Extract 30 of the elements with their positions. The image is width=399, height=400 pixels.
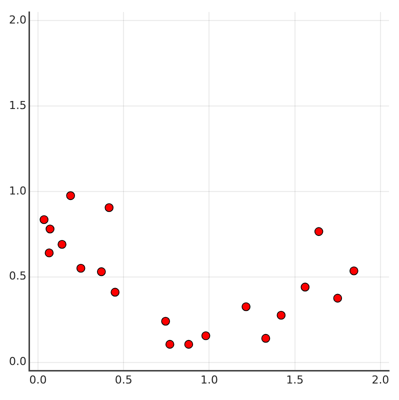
point [58,240,66,249]
point [44,248,54,258]
point [110,288,120,297]
y-tick-label: 1.5 [8,98,26,112]
y-tick-label: 0.0 [8,355,26,368]
point [184,340,194,349]
point [165,340,174,349]
point [104,203,114,212]
point [76,264,86,273]
point [314,227,324,236]
point [46,224,54,234]
x-tick-label: 1.0 [200,373,218,386]
point [96,267,106,276]
point [66,191,75,200]
y-tick-label: 1.0 [8,184,26,198]
point [350,266,358,276]
point [261,334,270,343]
y-tick-label: 0.5 [8,270,26,283]
point [333,294,342,303]
point [161,316,170,326]
x-tick-label: 1.5 [286,373,304,386]
point [242,302,250,312]
x-tick-label: 2.0 [372,373,390,386]
point [300,282,310,292]
point [40,215,48,224]
x-tick-label: 0.5 [114,373,132,386]
x-tick-label: 0.0 [29,373,47,386]
y-tick-label: 2.0 [8,13,26,26]
point [276,310,286,320]
point [201,331,210,340]
